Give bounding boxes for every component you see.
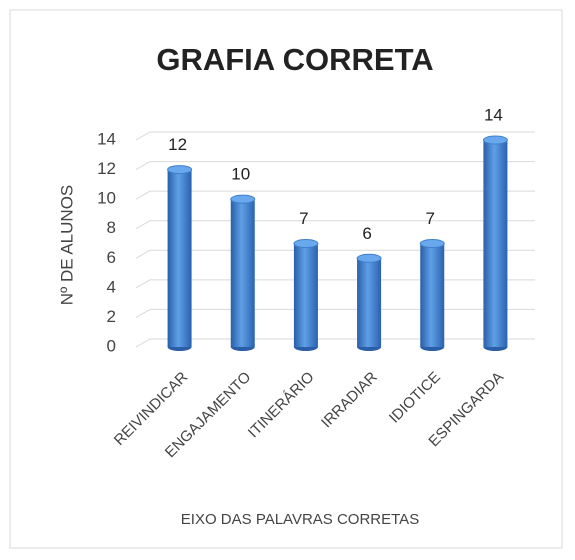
chart-border: [9, 9, 563, 549]
bar-top: [293, 239, 319, 248]
data-label: 7: [426, 209, 435, 228]
y-tick-label: 10: [97, 189, 116, 208]
bar: [230, 199, 255, 347]
x-axis-label: EIXO DAS PALAVRAS CORRETAS: [181, 511, 419, 528]
grid-line: [135, 161, 535, 171]
data-label: 14: [484, 105, 503, 124]
grid-line: [135, 279, 535, 289]
grid-line: [135, 131, 535, 141]
data-label: 7: [299, 209, 308, 228]
grid-line: [135, 308, 535, 318]
data-label: 12: [168, 135, 187, 154]
y-tick-label: 14: [97, 129, 116, 148]
data-label: 10: [231, 165, 250, 184]
bar: [293, 243, 318, 347]
data-label: 6: [362, 224, 371, 243]
bar-top: [167, 165, 193, 175]
bar-top: [230, 194, 256, 204]
grid-line: [135, 220, 535, 230]
y-tick-label: 4: [107, 277, 116, 296]
y-tick-label: 2: [107, 307, 116, 326]
bar: [357, 258, 382, 347]
grid-line: [135, 338, 535, 348]
bar: [483, 140, 508, 347]
grid-line: [135, 190, 535, 200]
bar-top: [482, 135, 508, 145]
bar: [420, 243, 445, 347]
y-tick-label: 12: [97, 159, 116, 178]
y-tick-label: 8: [107, 218, 116, 237]
y-tick-label: 0: [107, 336, 116, 355]
bar-top: [419, 239, 445, 248]
bar: [167, 169, 192, 347]
y-tick-label: 6: [107, 248, 116, 267]
grid-line: [135, 249, 535, 259]
chart-title: GRAFIA CORRETA: [156, 42, 433, 77]
bar-top: [356, 253, 382, 263]
y-axis-label: Nº DE ALUNOS: [57, 185, 76, 306]
